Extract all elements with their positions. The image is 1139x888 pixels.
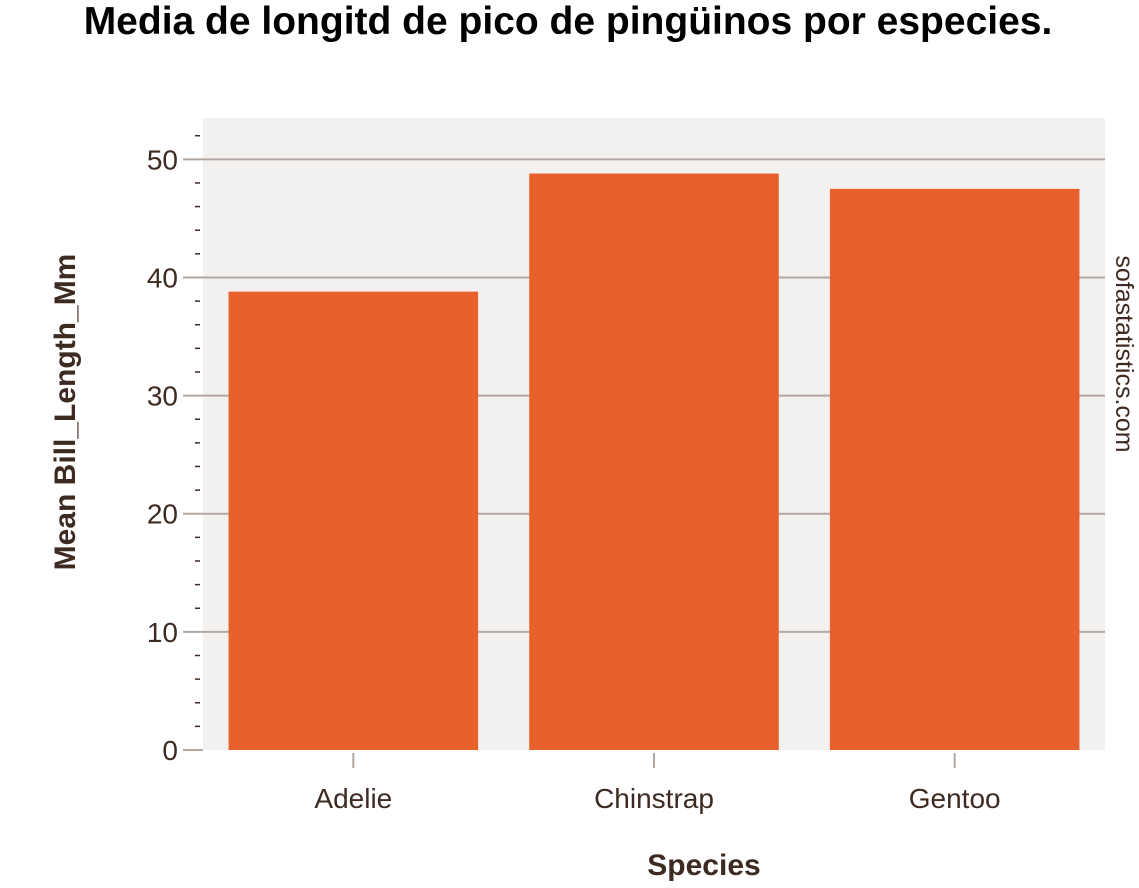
plot-layer: 0 10 20 30 40 50 Adelie Chinstrap Gentoo bbox=[147, 118, 1105, 814]
x-axis-label: Species bbox=[647, 849, 760, 882]
y-tick-label: 0 bbox=[162, 735, 178, 766]
y-tick-label: 10 bbox=[147, 617, 178, 648]
chart-title: Media de longitd de pico de pingüinos po… bbox=[84, 0, 1053, 43]
bar-gentoo bbox=[829, 188, 1080, 750]
bar-adelie bbox=[228, 291, 479, 750]
y-axis-label: Mean Bill_Length_Mm bbox=[49, 254, 82, 571]
watermark: sofastatistics.com bbox=[1110, 255, 1138, 452]
bar-chinstrap bbox=[529, 173, 779, 751]
x-tick-label: Gentoo bbox=[909, 783, 1001, 814]
y-tick-label: 20 bbox=[147, 499, 178, 530]
y-tick-label: 40 bbox=[147, 262, 178, 293]
y-tick-label: 30 bbox=[147, 381, 178, 412]
y-tick-label: 50 bbox=[147, 144, 178, 175]
x-tick-label: Chinstrap bbox=[594, 783, 714, 814]
x-tick-label: Adelie bbox=[314, 783, 392, 814]
